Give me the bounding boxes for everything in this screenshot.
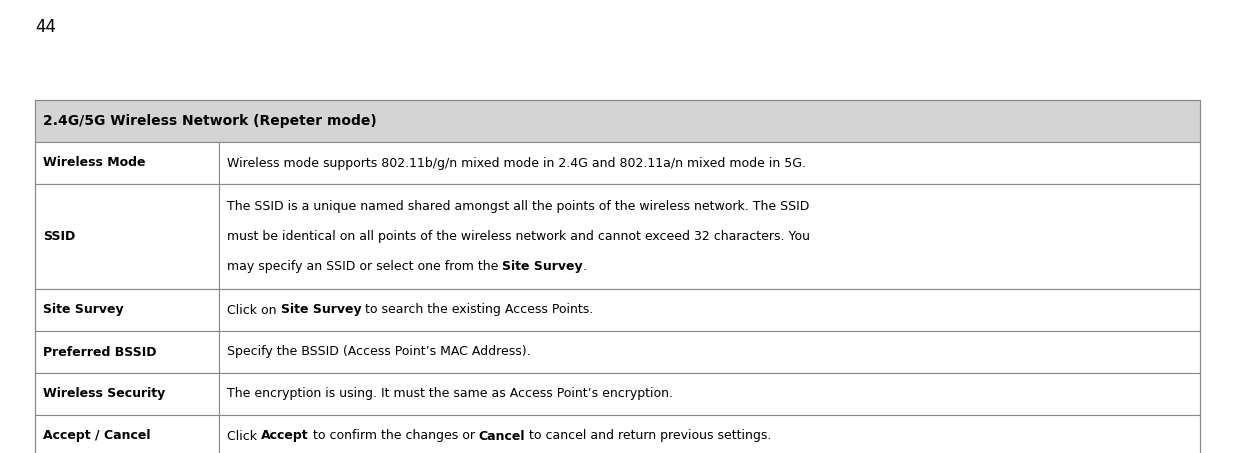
Text: Site Survey: Site Survey bbox=[43, 304, 124, 317]
Bar bbox=[35, 184, 219, 289]
Bar bbox=[35, 373, 219, 415]
Text: Wireless Security: Wireless Security bbox=[43, 387, 165, 400]
Text: Accept: Accept bbox=[261, 429, 309, 443]
Text: Site Survey: Site Survey bbox=[280, 304, 361, 317]
Bar bbox=[219, 373, 1200, 415]
Text: Click on: Click on bbox=[227, 304, 280, 317]
Text: Click: Click bbox=[227, 429, 261, 443]
Text: Wireless Mode: Wireless Mode bbox=[43, 156, 146, 169]
Bar bbox=[35, 415, 219, 453]
Text: SSID: SSID bbox=[43, 230, 75, 243]
Text: 2.4G/5G Wireless Network (Repeter mode): 2.4G/5G Wireless Network (Repeter mode) bbox=[43, 114, 377, 128]
Text: must be identical on all points of the wireless network and cannot exceed 32 cha: must be identical on all points of the w… bbox=[227, 230, 810, 243]
Bar bbox=[219, 331, 1200, 373]
Bar bbox=[219, 289, 1200, 331]
Text: Preferred BSSID: Preferred BSSID bbox=[43, 346, 157, 358]
Bar bbox=[35, 142, 219, 184]
Text: Cancel: Cancel bbox=[479, 429, 525, 443]
Text: to search the existing Access Points.: to search the existing Access Points. bbox=[361, 304, 594, 317]
Text: to confirm the changes or: to confirm the changes or bbox=[309, 429, 479, 443]
Text: The encryption is using. It must the same as Access Point’s encryption.: The encryption is using. It must the sam… bbox=[227, 387, 673, 400]
Text: may specify an SSID or select one from the: may specify an SSID or select one from t… bbox=[227, 260, 503, 273]
Text: to cancel and return previous settings.: to cancel and return previous settings. bbox=[525, 429, 772, 443]
Bar bbox=[35, 289, 219, 331]
Text: The SSID is a unique named shared amongst all the points of the wireless network: The SSID is a unique named shared amongs… bbox=[227, 200, 809, 213]
Text: Site Survey: Site Survey bbox=[503, 260, 583, 273]
Bar bbox=[219, 184, 1200, 289]
Bar bbox=[219, 142, 1200, 184]
Text: .: . bbox=[583, 260, 587, 273]
Text: Specify the BSSID (Access Point’s MAC Address).: Specify the BSSID (Access Point’s MAC Ad… bbox=[227, 346, 531, 358]
Text: 44: 44 bbox=[35, 18, 56, 36]
Text: Wireless mode supports 802.11b/g/n mixed mode in 2.4G and 802.11a/n mixed mode i: Wireless mode supports 802.11b/g/n mixed… bbox=[227, 156, 806, 169]
Text: Accept / Cancel: Accept / Cancel bbox=[43, 429, 151, 443]
Bar bbox=[35, 331, 219, 373]
Bar bbox=[219, 415, 1200, 453]
Bar bbox=[35, 100, 1200, 142]
